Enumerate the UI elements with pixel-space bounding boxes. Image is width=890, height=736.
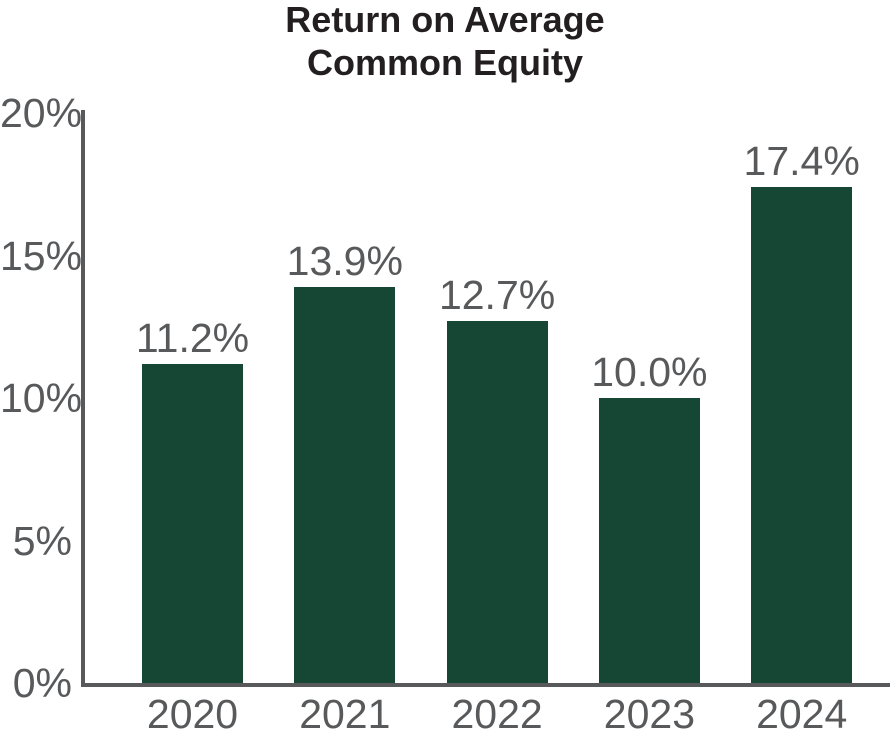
bar-2024 [751,187,853,683]
x-axis-line [81,683,890,687]
chart-title: Return on Average Common Equity [0,0,890,84]
bar-2020 [142,363,243,683]
x-tick-label-2022: 2022 [451,691,543,736]
bar-value-label-2022: 12.7% [438,272,556,319]
y-tick-label-20: 20% [0,90,83,136]
chart-title-line-2: Common Equity [307,42,583,83]
x-tick-label-2021: 2021 [299,691,391,736]
y-tick-label-10: 10% [0,375,83,421]
y-axis-line [81,110,85,687]
x-tick-label-2020: 2020 [146,691,239,736]
bar-value-label-2020: 11.2% [135,314,250,361]
y-tick-label-5: 5% [12,517,72,564]
y-tick-label-0: 0% [12,660,72,706]
bar-value-label-2021: 13.9% [286,237,403,284]
x-tick-label-2023: 2023 [603,691,695,736]
y-tick-label-15: 15% [0,232,83,279]
bar-2021 [294,286,396,683]
bar-2023 [598,398,700,683]
bar-2022 [446,321,548,683]
chart-title-line-1: Return on Average [285,0,605,40]
bar-value-label-2024: 17.4% [743,138,860,185]
bar-value-label-2023: 10.0% [591,349,708,395]
x-tick-label-2024: 2024 [756,691,848,736]
